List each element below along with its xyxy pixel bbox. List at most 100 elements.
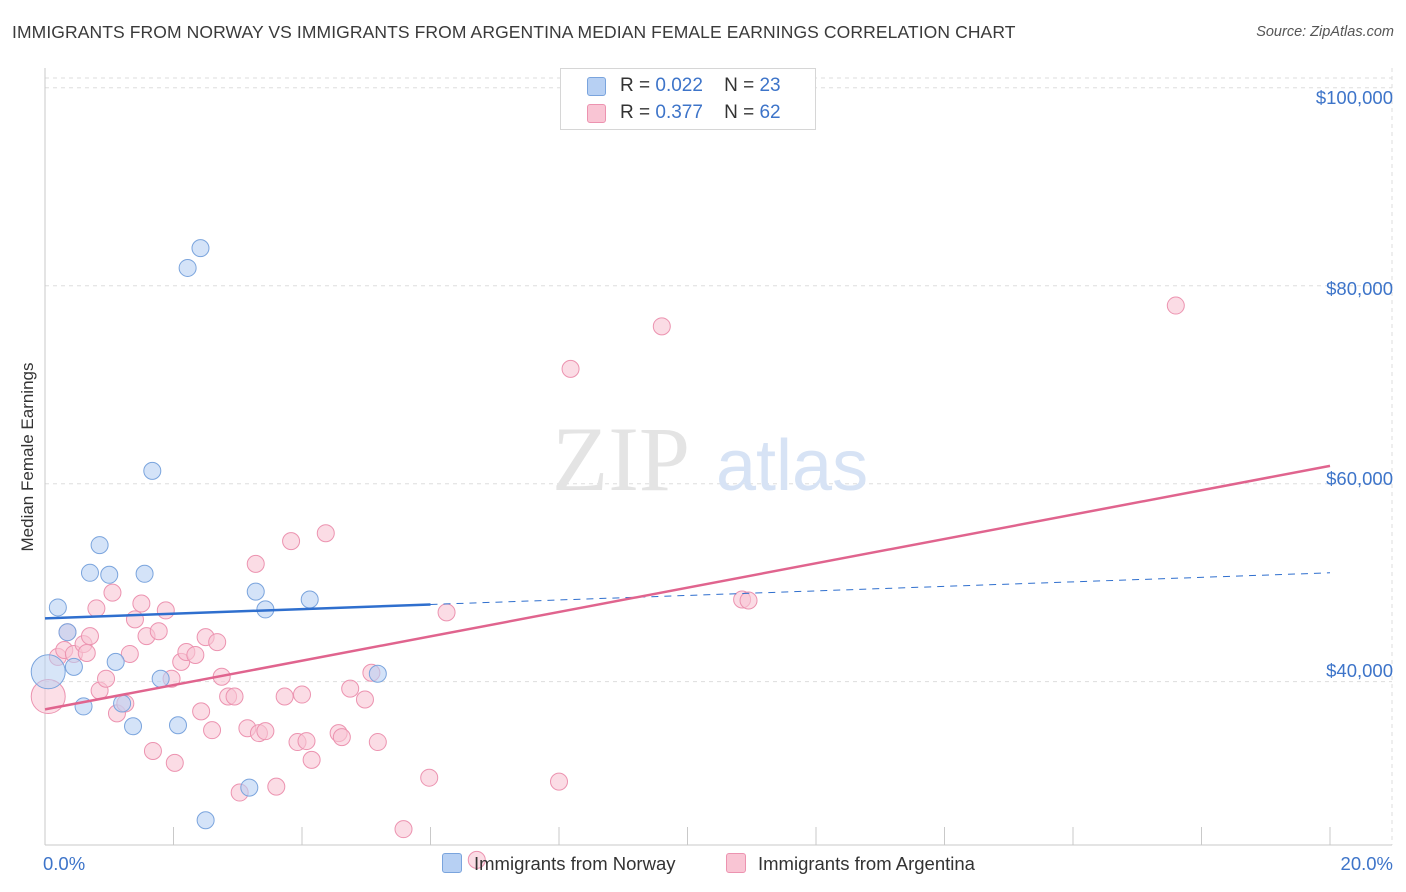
argentina-point-32: [225, 687, 244, 706]
argentina-point-58: [652, 317, 671, 336]
argentina-point-19: [149, 622, 168, 641]
argentina-point-29: [208, 633, 227, 652]
argentina-n-value: 62: [759, 102, 781, 123]
argentina-point-14: [120, 644, 139, 663]
legend-text-norway: R = 0.022 N = 23: [620, 75, 781, 97]
norway-point-10: [124, 717, 143, 736]
norway-point-7: [100, 565, 119, 584]
norway-point-13: [151, 669, 170, 688]
argentina-point-55: [467, 850, 486, 869]
norway-point-19: [246, 582, 265, 601]
norway-point-9: [113, 694, 132, 713]
x-ticks: [44, 827, 1331, 845]
argentina-point-37: [256, 722, 275, 741]
legend-row-argentina: R = 0.377 N = 62: [587, 101, 807, 125]
argentina-point-47: [332, 728, 351, 747]
axes: [44, 68, 1392, 846]
argentina-point-52: [394, 820, 413, 839]
norway-point-8: [106, 652, 125, 671]
argentina-point-35: [246, 554, 265, 573]
argentina-point-15: [125, 610, 144, 629]
argentina-point-22: [165, 753, 184, 772]
norway-point-6: [90, 536, 109, 555]
argentina-swatch: [587, 104, 606, 123]
norway-point-16: [191, 239, 210, 258]
trendlines: [44, 464, 1331, 711]
norway-point-5: [80, 563, 99, 582]
argentina-point-57: [561, 359, 580, 378]
norway-point-11: [135, 564, 154, 583]
argentina-points: [30, 296, 1185, 869]
norway-point-22: [368, 664, 387, 683]
argentina-point-53: [420, 768, 439, 787]
chart-source: Source: ZipAtlas.com: [1256, 24, 1394, 40]
norway-point-2: [58, 623, 77, 642]
argentina-point-10: [97, 669, 116, 688]
y-tick-label-60000: $60,000: [1326, 468, 1393, 489]
argentina-point-56: [550, 772, 568, 791]
norway-point-15: [178, 258, 197, 277]
argentina-point-8: [87, 599, 106, 618]
argentina-point-49: [355, 690, 374, 709]
chart-title: IMMIGRANTS FROM NORWAY VS IMMIGRANTS FRO…: [12, 22, 1016, 42]
legend-row-norway: R = 0.022 N = 23: [587, 74, 807, 98]
legend-text-argentina: R = 0.377 N = 62: [620, 102, 781, 124]
argentina-point-45: [316, 524, 335, 543]
norway-trendline-extension: [430, 572, 1331, 605]
norway-point-17: [196, 811, 215, 830]
y-tick-label-100000: $100,000: [1315, 87, 1393, 108]
argentina-point-42: [293, 685, 311, 704]
argentina-point-28: [203, 721, 222, 740]
watermark-atlas: atlas: [716, 426, 868, 506]
norway-point-18: [240, 778, 259, 797]
argentina-point-7: [80, 627, 99, 646]
x-tick-label-max: 20.0%: [1340, 853, 1393, 874]
argentina-point-61: [1166, 296, 1185, 315]
argentina-point-25: [186, 645, 205, 664]
norway-n-value: 23: [759, 75, 781, 96]
y-tick-label-40000: $40,000: [1326, 660, 1393, 681]
norway-point-14: [168, 716, 187, 735]
argentina-point-51: [368, 733, 387, 752]
argentina-point-40: [282, 532, 301, 551]
argentina-n-label: N =: [724, 102, 755, 123]
argentina-point-20: [156, 601, 175, 620]
x-tick-label-min: 0.0%: [43, 853, 86, 874]
bottom-argentina-swatch: [726, 853, 746, 873]
argentina-point-38: [267, 777, 286, 796]
argentina-point-60: [739, 591, 758, 610]
argentina-r-label: R =: [620, 102, 651, 123]
norway-n-label: N =: [724, 75, 755, 96]
argentina-point-39: [275, 687, 294, 706]
watermark-zip: ZIP: [552, 408, 690, 510]
norway-point-1: [48, 598, 67, 617]
argentina-point-48: [341, 679, 360, 698]
bottom-norway-swatch: [442, 853, 462, 873]
norway-point-21: [300, 590, 319, 609]
argentina-point-26: [192, 702, 211, 721]
correlation-legend: R = 0.022 N = 23 R = 0.377 N = 62: [560, 68, 816, 130]
norway-point-12: [143, 461, 162, 480]
norway-trendline: [44, 603, 431, 620]
norway-r-label: R =: [620, 75, 651, 96]
argentina-point-11: [103, 583, 122, 602]
y-axis-label: Median Female Earnings: [18, 362, 37, 552]
bottom-argentina-label: Immigrants from Argentina: [758, 853, 975, 874]
argentina-point-54: [437, 603, 456, 622]
argentina-point-6: [77, 643, 96, 662]
norway-swatch: [587, 77, 606, 96]
argentina-point-16: [132, 594, 151, 613]
argentina-point-43: [297, 732, 316, 751]
argentina-point-18: [143, 741, 162, 760]
norway-points: [30, 239, 387, 830]
norway-point-0: [30, 654, 66, 690]
norway-point-3: [64, 657, 83, 676]
argentina-trendline: [44, 464, 1331, 711]
norway-r-value: 0.022: [655, 75, 703, 96]
watermark: ZIP atlas: [552, 408, 868, 510]
bottom-norway-label: Immigrants from Norway: [474, 853, 676, 874]
gridlines: [45, 68, 1393, 845]
argentina-point-44: [302, 750, 321, 769]
argentina-r-value: 0.377: [655, 102, 703, 123]
